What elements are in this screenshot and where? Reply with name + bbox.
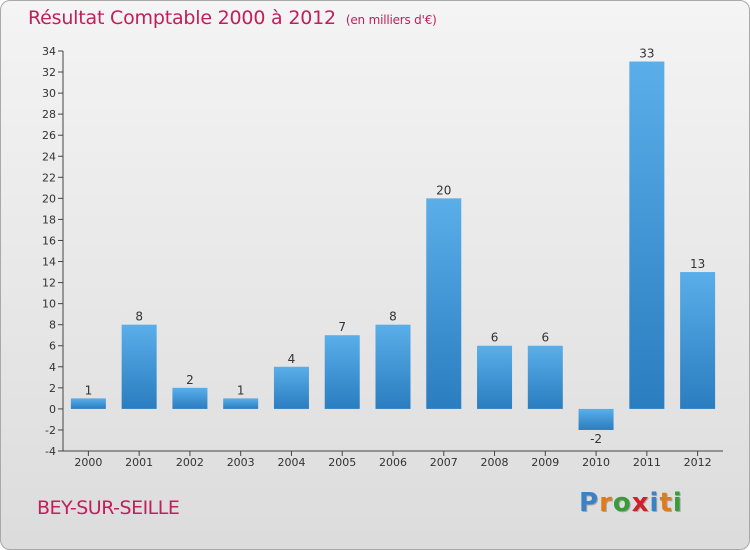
chart-title-text: Résultat Comptable 2000 à 2012 — [28, 7, 336, 29]
bar — [426, 198, 462, 409]
bar — [680, 272, 716, 409]
chart-bars — [70, 61, 716, 430]
y-tick-label: 28 — [42, 108, 56, 121]
y-tick-label: 24 — [42, 150, 56, 163]
bar — [324, 335, 360, 409]
bar-value-label: 7 — [338, 320, 346, 334]
logo-letter: r — [599, 488, 613, 518]
x-tick-label: 2011 — [633, 456, 661, 469]
bar-value-label: 1 — [85, 383, 93, 397]
chart-subtitle: (en milliers d'€) — [345, 13, 437, 27]
bar — [527, 345, 563, 409]
chart-title: Résultat Comptable 2000 à 2012 (en millie… — [28, 7, 437, 29]
bar-value-label: 8 — [389, 310, 397, 324]
x-tick-label: 2004 — [277, 456, 305, 469]
x-tick-label: 2006 — [379, 456, 407, 469]
y-tick-label: 34 — [42, 45, 56, 58]
x-tick-label: 2007 — [430, 456, 458, 469]
logo-letter: t — [659, 488, 673, 518]
bar — [629, 61, 665, 409]
bar-value-label: 8 — [135, 310, 143, 324]
x-tick-label: 2001 — [125, 456, 153, 469]
bar — [70, 398, 106, 409]
x-tick-label: 2002 — [176, 456, 204, 469]
logo-letter: x — [631, 488, 650, 518]
y-tick-label: 26 — [42, 129, 56, 142]
x-tick-label: 2003 — [227, 456, 255, 469]
commune-name: BEY-SUR-SEILLE — [37, 497, 180, 519]
bar-value-label: 4 — [288, 352, 296, 366]
x-tick-label: 2008 — [481, 456, 509, 469]
bar — [477, 345, 513, 409]
bar-value-label: 1 — [237, 383, 245, 397]
proxiti-logo: Proxiti — [579, 488, 683, 518]
y-tick-label: 20 — [42, 192, 56, 205]
y-tick-label: 16 — [42, 234, 56, 247]
y-tick-label: 2 — [49, 382, 56, 395]
y-tick-label: 8 — [49, 319, 56, 332]
logo-letter: i — [649, 488, 660, 518]
bar — [121, 324, 157, 409]
bar — [375, 324, 411, 409]
x-tick-label: 2005 — [328, 456, 356, 469]
y-tick-label: -4 — [45, 445, 56, 458]
logo-letter: i — [672, 488, 683, 518]
y-tick-label: 6 — [49, 340, 56, 353]
bar-value-label: 6 — [541, 331, 549, 345]
bar-value-label: 13 — [690, 257, 705, 271]
y-tick-label: -2 — [45, 424, 56, 437]
logo-letter: o — [612, 488, 632, 518]
bar-value-label: 33 — [639, 47, 654, 61]
x-tick-label: 2012 — [684, 456, 712, 469]
y-tick-label: 14 — [42, 256, 56, 269]
x-tick-label: 2010 — [582, 456, 610, 469]
bar — [223, 398, 259, 409]
bar-value-label: 6 — [491, 331, 499, 345]
bar-value-label: -2 — [590, 432, 602, 446]
logo-letter: P — [579, 488, 600, 518]
bar-value-label: 2 — [186, 373, 194, 387]
x-tick-label: 2000 — [74, 456, 102, 469]
y-tick-label: 22 — [42, 171, 56, 184]
bar — [273, 366, 309, 409]
y-tick-label: 4 — [49, 361, 56, 374]
x-tick-label: 2009 — [531, 456, 559, 469]
y-tick-label: 30 — [42, 87, 56, 100]
chart-data-labels: 1 8 2 1 4 7 8 20 6 6 -2 33 13 — [85, 47, 706, 446]
y-tick-label: 10 — [42, 298, 56, 311]
bar — [578, 408, 614, 430]
y-tick-label: 12 — [42, 277, 56, 290]
y-tick-label: 18 — [42, 213, 56, 226]
bar-value-label: 20 — [436, 183, 451, 197]
y-tick-label: 0 — [49, 403, 56, 416]
y-tick-label: 32 — [42, 66, 56, 79]
bar — [172, 387, 208, 409]
